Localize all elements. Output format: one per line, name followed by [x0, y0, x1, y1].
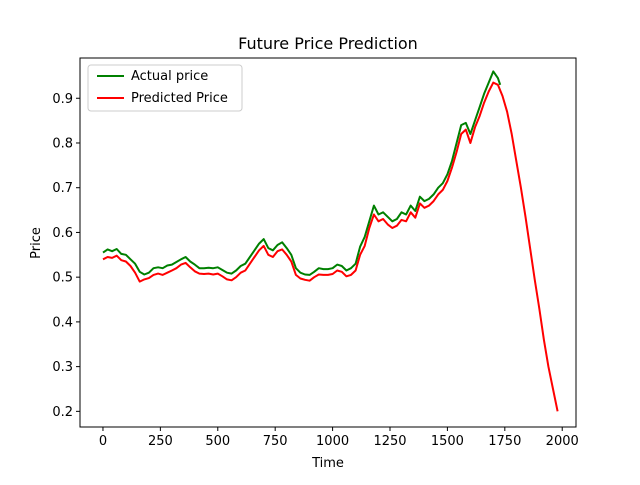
y-tick-label: 0.5: [52, 271, 73, 286]
series-line-predicted-price: [102, 81, 559, 412]
x-tick-label: 500: [205, 434, 230, 449]
legend: Actual price Predicted Price: [87, 64, 243, 112]
y-axis-label: Price: [29, 227, 44, 259]
x-tick-label: 1250: [373, 434, 406, 449]
x-tick-label: 250: [148, 434, 173, 449]
chart-title: Future Price Prediction: [238, 34, 418, 53]
y-tick-label: 0.8: [52, 136, 73, 151]
x-axis-label: Time: [311, 456, 344, 471]
y-axis-ticks: 0.2 0.3 0.4 0.5 0.6 0.7 0.8 0.9: [52, 92, 80, 420]
legend-label-actual-price: Actual price: [131, 69, 208, 84]
legend-box: [87, 64, 243, 112]
legend-label-predicted-price: Predicted Price: [131, 91, 228, 106]
x-tick-label: 1750: [488, 434, 521, 449]
plot-frame: [79, 57, 577, 428]
y-tick-label: 0.3: [52, 360, 73, 375]
x-tick-label: 1500: [431, 434, 464, 449]
series-line-actual-price: [102, 70, 502, 276]
x-tick-label: 0: [99, 434, 107, 449]
x-axis-ticks: 0 250 500 750 1000 1250 1500 1750 2000: [99, 427, 579, 449]
x-tick-label: 750: [263, 434, 288, 449]
x-tick-label: 1000: [316, 434, 349, 449]
plot-area: [102, 70, 559, 412]
y-tick-label: 0.9: [52, 92, 73, 107]
y-tick-label: 0.4: [52, 315, 73, 330]
y-tick-label: 0.2: [52, 405, 73, 420]
x-tick-label: 2000: [546, 434, 579, 449]
y-tick-label: 0.6: [52, 226, 73, 241]
y-tick-label: 0.7: [52, 181, 73, 196]
